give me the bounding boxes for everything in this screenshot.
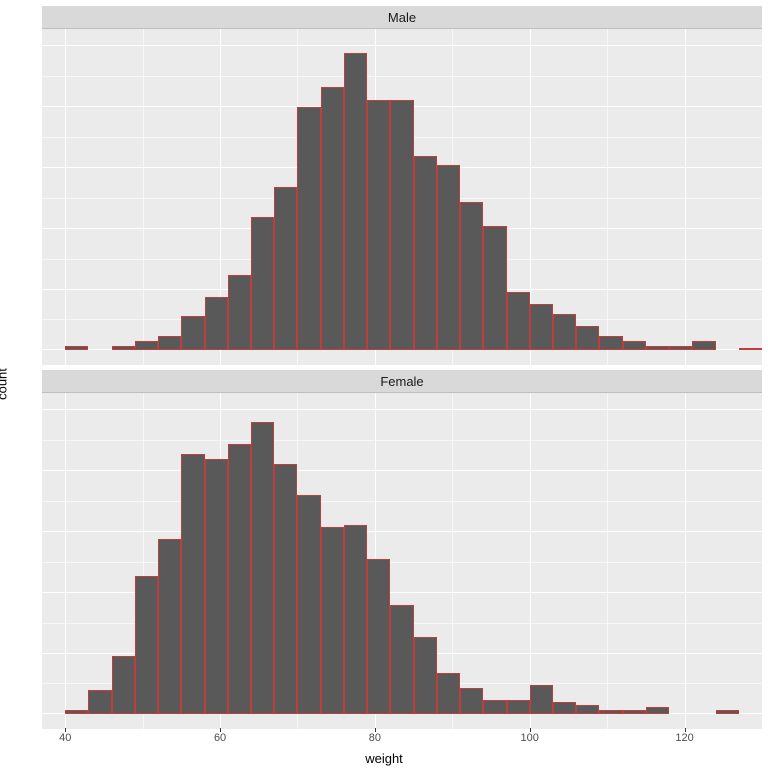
histogram-bar <box>228 275 251 350</box>
histogram-bar <box>158 539 181 714</box>
strip-male: Male <box>42 6 762 29</box>
histogram-bar <box>414 637 437 715</box>
faceted-histogram: count Male 0255075100125 Female 02550751… <box>0 0 768 768</box>
histogram-bar <box>623 710 646 715</box>
histogram-bar <box>274 187 297 350</box>
histogram-bar <box>367 559 390 715</box>
strip-female: Female <box>42 370 762 393</box>
histogram-bar <box>576 705 599 715</box>
x-tick-label: 120 <box>675 732 693 744</box>
histogram-bar <box>437 673 460 714</box>
histogram-bar <box>483 226 506 350</box>
histogram-bar <box>274 464 297 715</box>
histogram-bar <box>646 707 669 714</box>
histogram-bar <box>65 710 88 715</box>
histogram-bar <box>692 341 715 351</box>
histogram-bar <box>65 346 88 351</box>
histogram-bar <box>112 656 135 714</box>
histogram-bar <box>460 688 483 715</box>
histogram-bar <box>112 346 135 351</box>
histogram-bar <box>135 576 158 715</box>
y-axis-label: count <box>0 368 10 400</box>
histogram-bar <box>135 341 158 351</box>
x-tick-label: 80 <box>369 732 381 744</box>
histogram-bar <box>507 292 530 350</box>
histogram-bar <box>739 348 762 350</box>
x-tick-label: 40 <box>59 732 71 744</box>
histogram-bar <box>251 217 274 351</box>
x-tick-label: 100 <box>521 732 539 744</box>
histogram-bar <box>507 700 530 715</box>
histogram-bar <box>530 685 553 714</box>
plot-area-female: 0255075100125 <box>42 393 762 729</box>
histogram-bar <box>553 702 576 714</box>
histogram-bar <box>437 165 460 350</box>
histogram-bar <box>181 454 204 715</box>
histogram-bar <box>646 346 669 351</box>
histogram-bar <box>390 100 413 351</box>
histogram-bar <box>669 346 692 351</box>
panel-female: Female 0255075100125 <box>42 370 762 728</box>
histogram-bar <box>205 459 228 715</box>
histogram-bar <box>390 605 413 715</box>
histogram-bar <box>530 304 553 350</box>
histogram-bar <box>181 316 204 350</box>
x-axis-ticks: 40 60 80 100 120 <box>42 728 762 746</box>
histogram-bar <box>414 156 437 351</box>
histogram-bar <box>553 314 576 351</box>
histogram-bar <box>344 53 367 350</box>
histogram-bar <box>716 710 739 715</box>
x-axis-label: weight <box>365 751 403 766</box>
histogram-bar <box>367 100 390 351</box>
histogram-bar <box>483 700 506 715</box>
histogram-bar <box>344 525 367 715</box>
histogram-bar <box>228 444 251 714</box>
panel-male: Male 0255075100125 <box>42 6 762 364</box>
histogram-bar <box>599 336 622 351</box>
histogram-bar <box>321 527 344 714</box>
histogram-bar <box>158 336 181 351</box>
histogram-bar <box>88 690 111 714</box>
histogram-bar <box>460 202 483 351</box>
histogram-bar <box>251 422 274 714</box>
histogram-bar <box>321 87 344 350</box>
histogram-bar <box>623 341 646 351</box>
plot-area-male: 0255075100125 <box>42 29 762 365</box>
histogram-bar <box>205 297 228 351</box>
x-tick-label: 60 <box>214 732 226 744</box>
histogram-bar <box>599 710 622 715</box>
histogram-bar <box>297 107 320 350</box>
histogram-bar <box>576 326 599 350</box>
histogram-bar <box>297 495 320 714</box>
